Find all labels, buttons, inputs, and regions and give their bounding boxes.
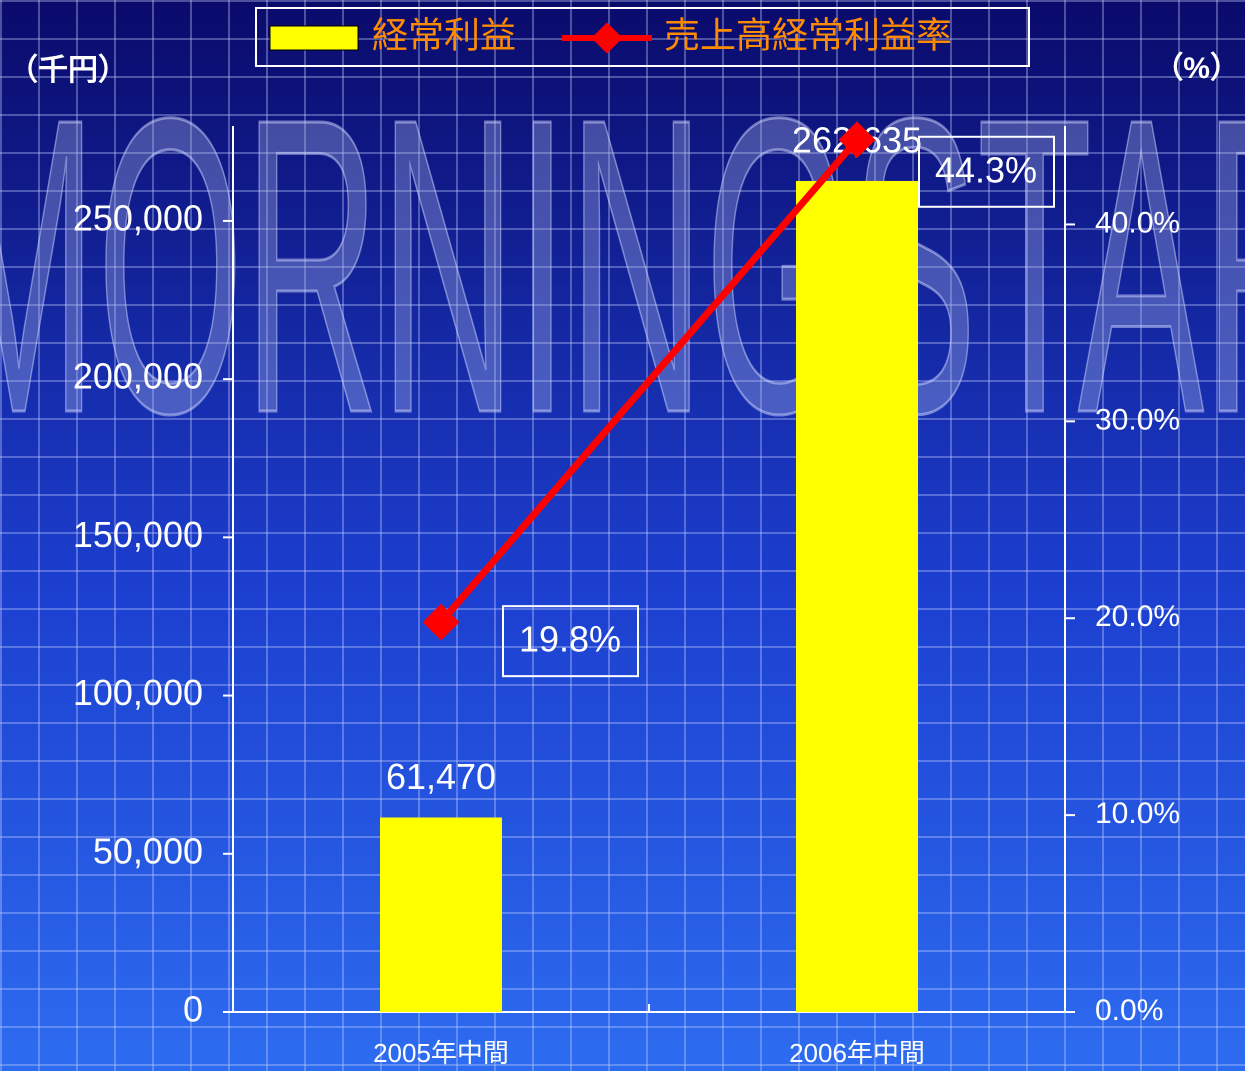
value-label-box xyxy=(918,135,1055,208)
line-marker xyxy=(422,603,460,641)
y2-tick-label: 30.0% xyxy=(1095,403,1180,436)
line-value-label: 44.3% xyxy=(935,149,1037,190)
y-tick-label: 150,000 xyxy=(73,514,203,555)
y2-tick-label: 0.0% xyxy=(1095,994,1163,1027)
x-tick-label: 2005年中間 xyxy=(373,1038,509,1068)
legend-label: 経常利益 xyxy=(372,15,516,56)
line-value-label: 19.8% xyxy=(519,619,621,660)
y2-axis-label: （%） xyxy=(1153,51,1240,85)
value-label-box xyxy=(502,605,639,678)
line-marker xyxy=(838,121,876,159)
y-tick-label: 100,000 xyxy=(73,672,203,713)
watermark: MORNINGSTAR xyxy=(0,32,1245,501)
y-axis-label: （千円） xyxy=(8,53,128,87)
y2-tick-label: 10.0% xyxy=(1095,797,1180,830)
y2-tick-label: 20.0% xyxy=(1095,600,1180,633)
y-tick-label: 200,000 xyxy=(73,356,203,397)
y2-tick-label: 40.0% xyxy=(1095,206,1180,239)
legend-label: 売上高経常利益率 xyxy=(664,15,952,56)
legend-swatch xyxy=(269,25,359,51)
bar xyxy=(380,817,502,1012)
bar-value-label: 61,470 xyxy=(386,756,496,797)
line xyxy=(438,137,860,625)
y-tick-label: 0 xyxy=(183,989,203,1030)
bar xyxy=(796,180,918,1012)
y-tick-label: 50,000 xyxy=(93,830,203,871)
x-tick-label: 2006年中間 xyxy=(789,1038,925,1068)
y-tick-label: 250,000 xyxy=(73,197,203,238)
legend-box xyxy=(255,7,1030,67)
